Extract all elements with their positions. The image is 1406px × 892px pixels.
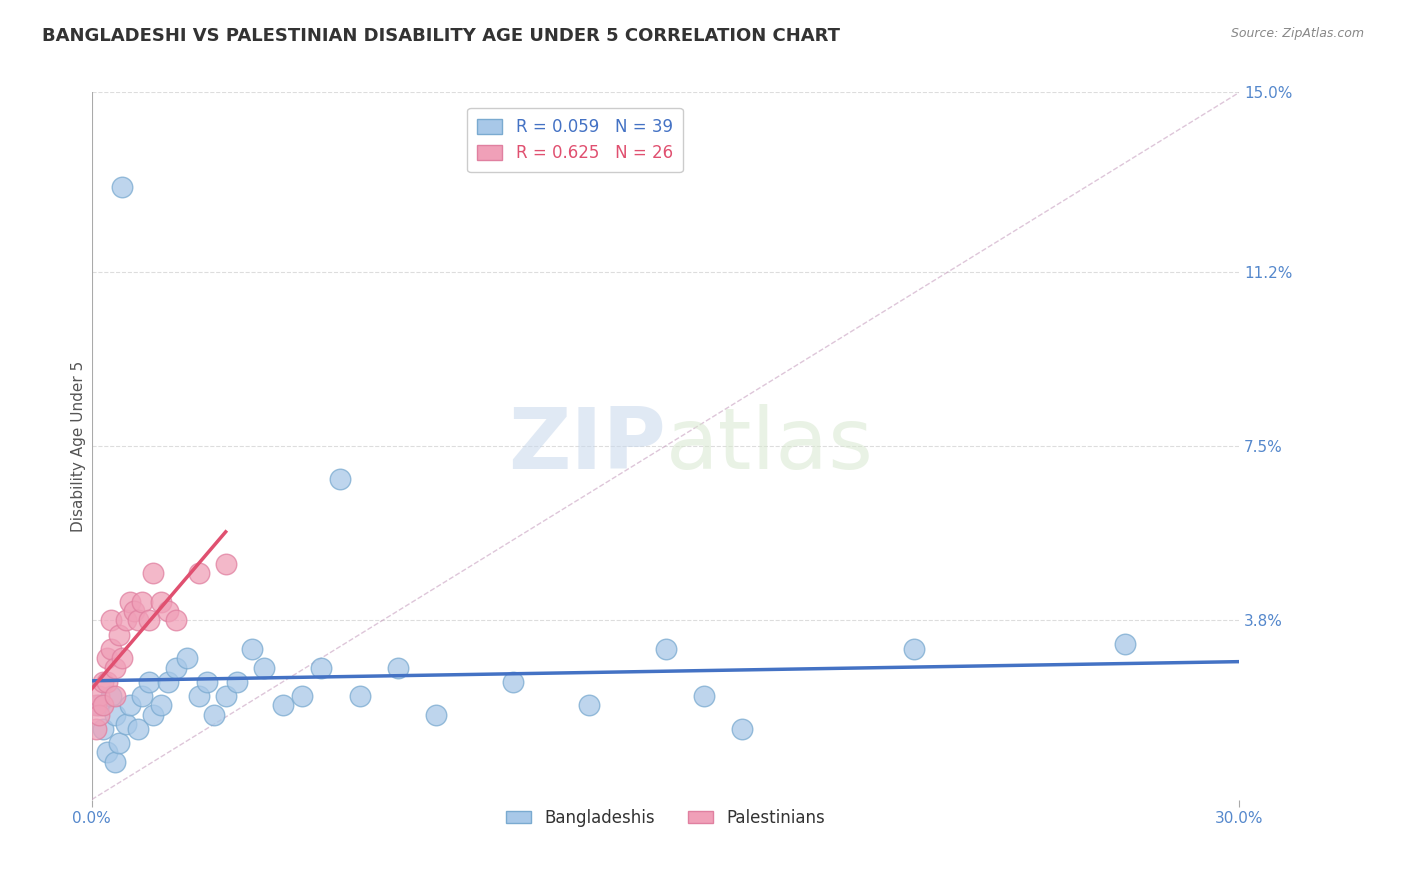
Point xyxy=(195,674,218,689)
Point xyxy=(329,472,352,486)
Point xyxy=(91,722,114,736)
Point xyxy=(903,641,925,656)
Point xyxy=(96,745,118,759)
Point xyxy=(142,707,165,722)
Y-axis label: Disability Age Under 5: Disability Age Under 5 xyxy=(72,360,86,532)
Point xyxy=(253,660,276,674)
Point xyxy=(89,698,111,713)
Point xyxy=(149,594,172,608)
Point xyxy=(104,707,127,722)
Point xyxy=(226,674,249,689)
Point xyxy=(91,674,114,689)
Point xyxy=(104,689,127,703)
Point xyxy=(118,594,141,608)
Point xyxy=(142,566,165,581)
Point xyxy=(138,613,160,627)
Point xyxy=(138,674,160,689)
Point xyxy=(176,651,198,665)
Point xyxy=(131,689,153,703)
Point xyxy=(84,698,107,713)
Text: Source: ZipAtlas.com: Source: ZipAtlas.com xyxy=(1230,27,1364,40)
Point xyxy=(127,613,149,627)
Point xyxy=(89,689,111,703)
Point xyxy=(271,698,294,713)
Point xyxy=(104,755,127,769)
Point xyxy=(578,698,600,713)
Point xyxy=(187,689,209,703)
Point xyxy=(131,594,153,608)
Point xyxy=(731,722,754,736)
Point xyxy=(157,604,180,618)
Point xyxy=(100,613,122,627)
Point xyxy=(100,689,122,703)
Point xyxy=(84,722,107,736)
Point xyxy=(387,660,409,674)
Point xyxy=(111,651,134,665)
Point xyxy=(311,660,333,674)
Point xyxy=(693,689,716,703)
Point xyxy=(100,641,122,656)
Text: BANGLADESHI VS PALESTINIAN DISABILITY AGE UNDER 5 CORRELATION CHART: BANGLADESHI VS PALESTINIAN DISABILITY AG… xyxy=(42,27,841,45)
Point xyxy=(1114,637,1136,651)
Point xyxy=(96,674,118,689)
Point xyxy=(89,707,111,722)
Text: atlas: atlas xyxy=(665,404,873,487)
Point xyxy=(291,689,314,703)
Point xyxy=(122,604,145,618)
Point xyxy=(425,707,447,722)
Point xyxy=(96,651,118,665)
Text: ZIP: ZIP xyxy=(508,404,665,487)
Point xyxy=(115,717,138,731)
Point xyxy=(115,613,138,627)
Point xyxy=(157,674,180,689)
Point xyxy=(107,627,129,641)
Point xyxy=(242,641,264,656)
Point xyxy=(127,722,149,736)
Point xyxy=(215,689,238,703)
Point xyxy=(149,698,172,713)
Point xyxy=(187,566,209,581)
Point xyxy=(91,698,114,713)
Point xyxy=(165,660,187,674)
Point xyxy=(118,698,141,713)
Point xyxy=(165,613,187,627)
Point xyxy=(215,557,238,571)
Point xyxy=(349,689,371,703)
Point xyxy=(104,660,127,674)
Point xyxy=(202,707,225,722)
Point xyxy=(107,736,129,750)
Point xyxy=(502,674,524,689)
Point xyxy=(654,641,676,656)
Legend: Bangladeshis, Palestinians: Bangladeshis, Palestinians xyxy=(499,802,832,834)
Point xyxy=(111,179,134,194)
